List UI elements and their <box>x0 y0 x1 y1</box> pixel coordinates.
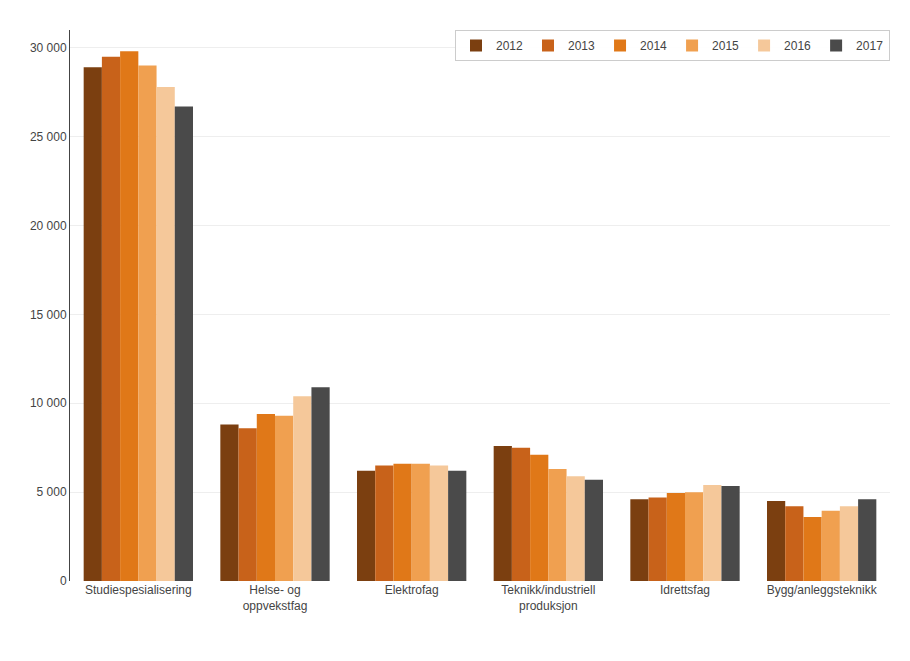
svg-text:5 000: 5 000 <box>37 485 67 499</box>
svg-text:20 000: 20 000 <box>30 219 67 233</box>
svg-text:10 000: 10 000 <box>30 396 67 410</box>
svg-text:30 000: 30 000 <box>30 41 67 55</box>
svg-text:2012: 2012 <box>496 39 523 53</box>
svg-text:0: 0 <box>60 574 67 588</box>
svg-text:Idrettsfag: Idrettsfag <box>660 583 710 597</box>
svg-text:25 000: 25 000 <box>30 130 67 144</box>
svg-text:Teknikk/industriellproduksjon: Teknikk/industriellproduksjon <box>501 583 595 613</box>
svg-text:Helse- ogoppvekstfag: Helse- ogoppvekstfag <box>243 583 308 613</box>
svg-text:2014: 2014 <box>640 39 667 53</box>
svg-text:2017: 2017 <box>856 39 883 53</box>
svg-text:Elektrofag: Elektrofag <box>385 583 439 597</box>
svg-text:2013: 2013 <box>568 39 595 53</box>
svg-text:15 000: 15 000 <box>30 308 67 322</box>
svg-text:2015: 2015 <box>712 39 739 53</box>
svg-text:2016: 2016 <box>784 39 811 53</box>
svg-text:Studiespesialisering: Studiespesialisering <box>85 583 192 597</box>
svg-text:Bygg/anleggsteknikk: Bygg/anleggsteknikk <box>767 583 878 597</box>
